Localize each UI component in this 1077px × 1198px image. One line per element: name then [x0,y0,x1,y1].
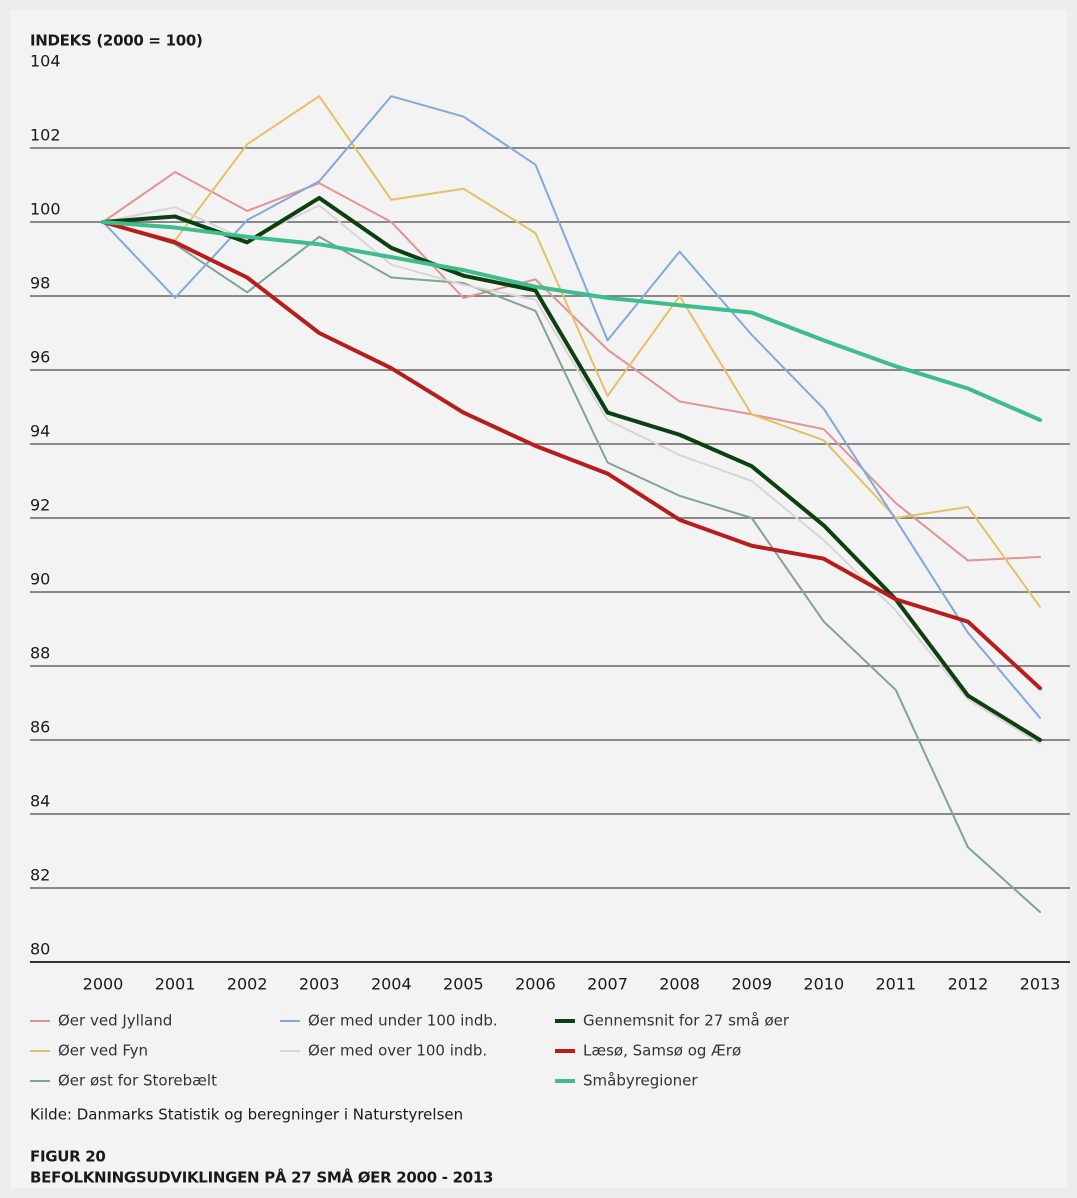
x-tick-label: 2002 [227,975,268,994]
y-tick-label: 104 [30,52,61,71]
x-tick-label: 2004 [371,975,412,994]
y-tick-label: 80 [30,940,50,959]
legend-label: Småbyregioner [583,1072,698,1090]
legend-label: Øer med under 100 indb. [308,1012,498,1030]
x-tick-label: 2001 [155,975,196,994]
chart-background [10,10,1067,1188]
y-tick-label: 102 [30,126,61,145]
x-tick-label: 2012 [948,975,989,994]
legend-label: Øer ved Fyn [58,1042,148,1060]
series-line [102,95,1041,719]
source: Kilde: Danmarks Statistik og beregninger… [30,1106,463,1124]
y-tick-label: 100 [30,200,61,219]
y-tick-label: 88 [30,644,50,663]
legend-label: Gennemsnit for 27 små øer [583,1012,790,1030]
x-tick-label: 2013 [1020,975,1061,994]
x-tick-label: 2006 [515,975,556,994]
y-axis-label: INDEKS (2000 = 100) [30,32,203,50]
y-tick-label: 96 [30,348,50,367]
x-tick-label: 2009 [731,975,772,994]
series-line [101,195,1042,742]
legend-label: Øer øst for Storebælt [58,1072,217,1090]
x-tick-label: 2008 [659,975,700,994]
legend-label: Øer ved Jylland [58,1012,172,1030]
series-line [102,95,1041,608]
y-tick-label: 90 [30,570,50,589]
x-tick-label: 2010 [803,975,844,994]
series-line [102,221,1041,914]
series-line [101,220,1042,691]
x-tick-label: 2011 [875,975,916,994]
y-tick-label: 84 [30,792,50,811]
series-line [101,220,1042,422]
x-tick-label: 2000 [83,975,124,994]
y-tick-label: 86 [30,718,50,737]
figure-label: FIGUR 20 [30,1148,106,1166]
legend-label: Øer med over 100 indb. [308,1042,487,1060]
y-tick-label: 92 [30,496,50,515]
legend-label: Læsø, Samsø og Ærø [583,1042,741,1060]
y-tick-label: 94 [30,422,50,441]
x-tick-label: 2007 [587,975,628,994]
y-tick-label: 98 [30,274,50,293]
chart-title: BEFOLKNINGSUDVIKLINGEN PÅ 27 SMÅ ØER 200… [30,1168,493,1187]
x-tick-label: 2003 [299,975,340,994]
x-tick-label: 2005 [443,975,484,994]
y-tick-label: 82 [30,866,50,885]
